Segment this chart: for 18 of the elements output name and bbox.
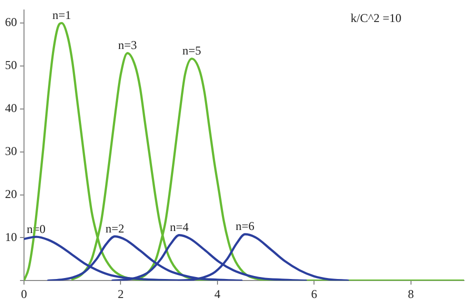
- series-label: n=4: [170, 220, 189, 234]
- series-label: n=1: [52, 8, 72, 22]
- y-tick-label: 50: [5, 58, 17, 72]
- series-label: n=3: [118, 38, 137, 52]
- series-label: n=5: [182, 44, 202, 58]
- y-tick-label: 60: [5, 15, 17, 30]
- x-tick-label: 6: [311, 286, 318, 301]
- y-tick-label: 30: [5, 144, 17, 158]
- x-tick-label: 0: [21, 286, 27, 301]
- y-tick-label: 10: [5, 230, 17, 244]
- series-label: n=6: [236, 219, 254, 234]
- x-tick-label: 4: [214, 286, 220, 301]
- y-tick-label: 40: [5, 101, 17, 116]
- y-tick-label: 20: [5, 186, 17, 201]
- x-tick-label: 8: [408, 286, 414, 301]
- series-label: n=2: [106, 221, 124, 236]
- x-tick-label: 2: [118, 286, 124, 301]
- annotation: k/C^2 =10: [350, 11, 402, 26]
